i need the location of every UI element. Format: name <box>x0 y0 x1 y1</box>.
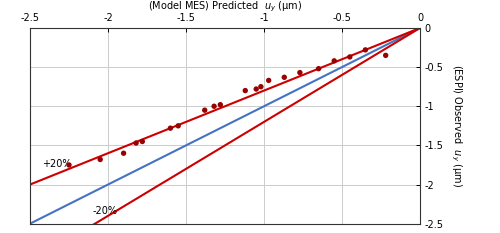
Text: +20%: +20% <box>42 159 72 169</box>
Point <box>132 141 140 145</box>
Point <box>96 158 104 161</box>
X-axis label: (Model MES) Predicted  $u_y$ (μm): (Model MES) Predicted $u_y$ (μm) <box>148 0 302 14</box>
Point <box>382 54 390 57</box>
Point <box>138 140 146 143</box>
Point <box>330 59 338 63</box>
Point <box>314 67 322 71</box>
Point <box>200 108 208 112</box>
Point <box>120 151 128 155</box>
Point <box>346 55 354 59</box>
Point <box>166 126 174 130</box>
Point <box>264 79 272 82</box>
Point <box>174 124 182 128</box>
Point <box>296 71 304 75</box>
Point <box>216 103 224 106</box>
Point <box>362 48 370 52</box>
Point <box>257 85 265 89</box>
Point <box>280 75 288 79</box>
Text: -20%: -20% <box>92 206 118 216</box>
Point <box>65 163 73 167</box>
Point <box>252 87 260 91</box>
Point <box>210 104 218 108</box>
Y-axis label: (ESPI) Observed  $u_y$ (μm): (ESPI) Observed $u_y$ (μm) <box>450 64 464 187</box>
Point <box>242 89 250 93</box>
